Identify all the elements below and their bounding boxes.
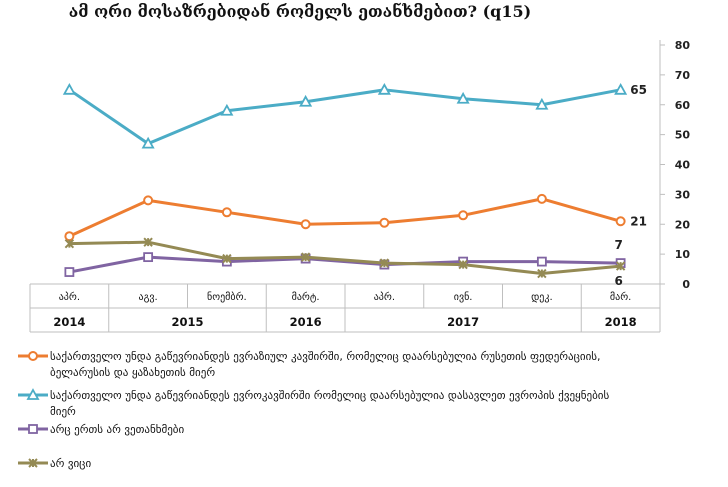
y-tick-label: 50 [675,129,691,142]
x-tick-label: დეკ. [531,292,553,303]
data-point [62,82,76,95]
x-tick-label: აგვ. [139,292,158,303]
x-tick-label: მარტ. [292,291,320,303]
end-value-label: 7 [614,238,622,252]
legend-label: არ ვიცი [50,457,91,470]
end-value-label: 65 [630,83,647,97]
data-point [535,97,549,110]
data-point [379,217,390,228]
data-point [143,237,153,247]
y-tick-label: 80 [675,39,691,52]
data-point [64,267,75,277]
data-point [64,231,75,242]
data-point [615,261,626,271]
data-point [614,82,628,95]
series-line [68,88,621,146]
data-point [377,82,391,95]
series-4 [64,237,626,279]
y-tick-label: 60 [675,99,691,112]
data-point [141,136,155,149]
data-point [221,207,232,218]
data-point [379,258,390,268]
x-tick-label: აპრ. [59,291,80,303]
data-point [615,216,626,227]
series-layer [62,82,628,279]
x-tick-label: მარ. [610,291,631,303]
data-point [299,94,313,107]
y-tick-label: 30 [675,188,691,201]
x-tick-label: ივნ. [454,291,473,303]
y-tick-label: 70 [675,69,691,82]
data-point [300,252,311,262]
legend-item: საქართველო უნდა გაწევრიანდეს ევრაზიულ კა… [18,350,601,379]
y-tick-label: 40 [675,159,691,172]
legend: საქართველო უნდა გაწევრიანდეს ევრაზიულ კა… [18,350,609,470]
legend-label: საქართველო უნდა გაწევრიანდეს ევროკავშირშ… [50,389,609,418]
legend-item: არ ვიცი [18,457,91,470]
series-1 [64,193,626,242]
data-point [143,252,154,263]
legend-swatch-marker [28,351,38,361]
end-value-label: 6 [614,274,622,288]
end-value-label: 21 [630,214,647,228]
legend-item: არც ერთს არ ვეთანხმები [18,423,184,436]
data-point [64,238,75,249]
chart-axes: 0 10 20 30 40 50 60 70 80 აპრ. აგვ. ნოემბრ. მარტ. აპრ… [29,39,691,333]
data-point [222,253,232,264]
legend-label: საქართველო უნდა გაწევრიანდეს ევრაზიულ კა… [50,350,601,379]
y-tick-label: 0 [682,278,690,291]
year-label: 2018 [605,315,637,329]
data-point [143,195,154,206]
data-point [220,103,234,116]
series-line [68,197,622,238]
data-point [458,259,468,270]
x-tick-label: ნოემბრ. [207,291,247,303]
data-point [536,193,547,204]
data-point [536,256,547,267]
x-tick-label: აპრ. [374,291,395,303]
series-2 [62,82,628,149]
legend-item: საქართველო უნდა გაწევრიანდეს ევროკავშირშ… [18,388,609,418]
data-labels: 21 65 7 6 [614,83,647,288]
year-label: 2016 [290,315,322,329]
data-point [537,268,547,279]
legend-label: არც ერთს არ ვეთანხმები [50,423,184,436]
legend-swatch-marker [28,424,38,434]
legend-swatch-marker [26,388,40,400]
y-tick-label: 20 [675,218,691,231]
chart-title: ამ ორი მოსაზრებიდან რომელს ეთანხმებით? (… [68,2,532,21]
y-tick-label: 10 [675,248,691,261]
year-label: 2014 [53,315,85,329]
data-point [300,219,311,230]
year-label: 2017 [447,315,479,329]
legend-swatch-marker [28,458,38,468]
data-point [458,210,469,221]
series-line [69,240,621,276]
year-label: 2015 [171,315,203,329]
data-point [456,91,470,104]
